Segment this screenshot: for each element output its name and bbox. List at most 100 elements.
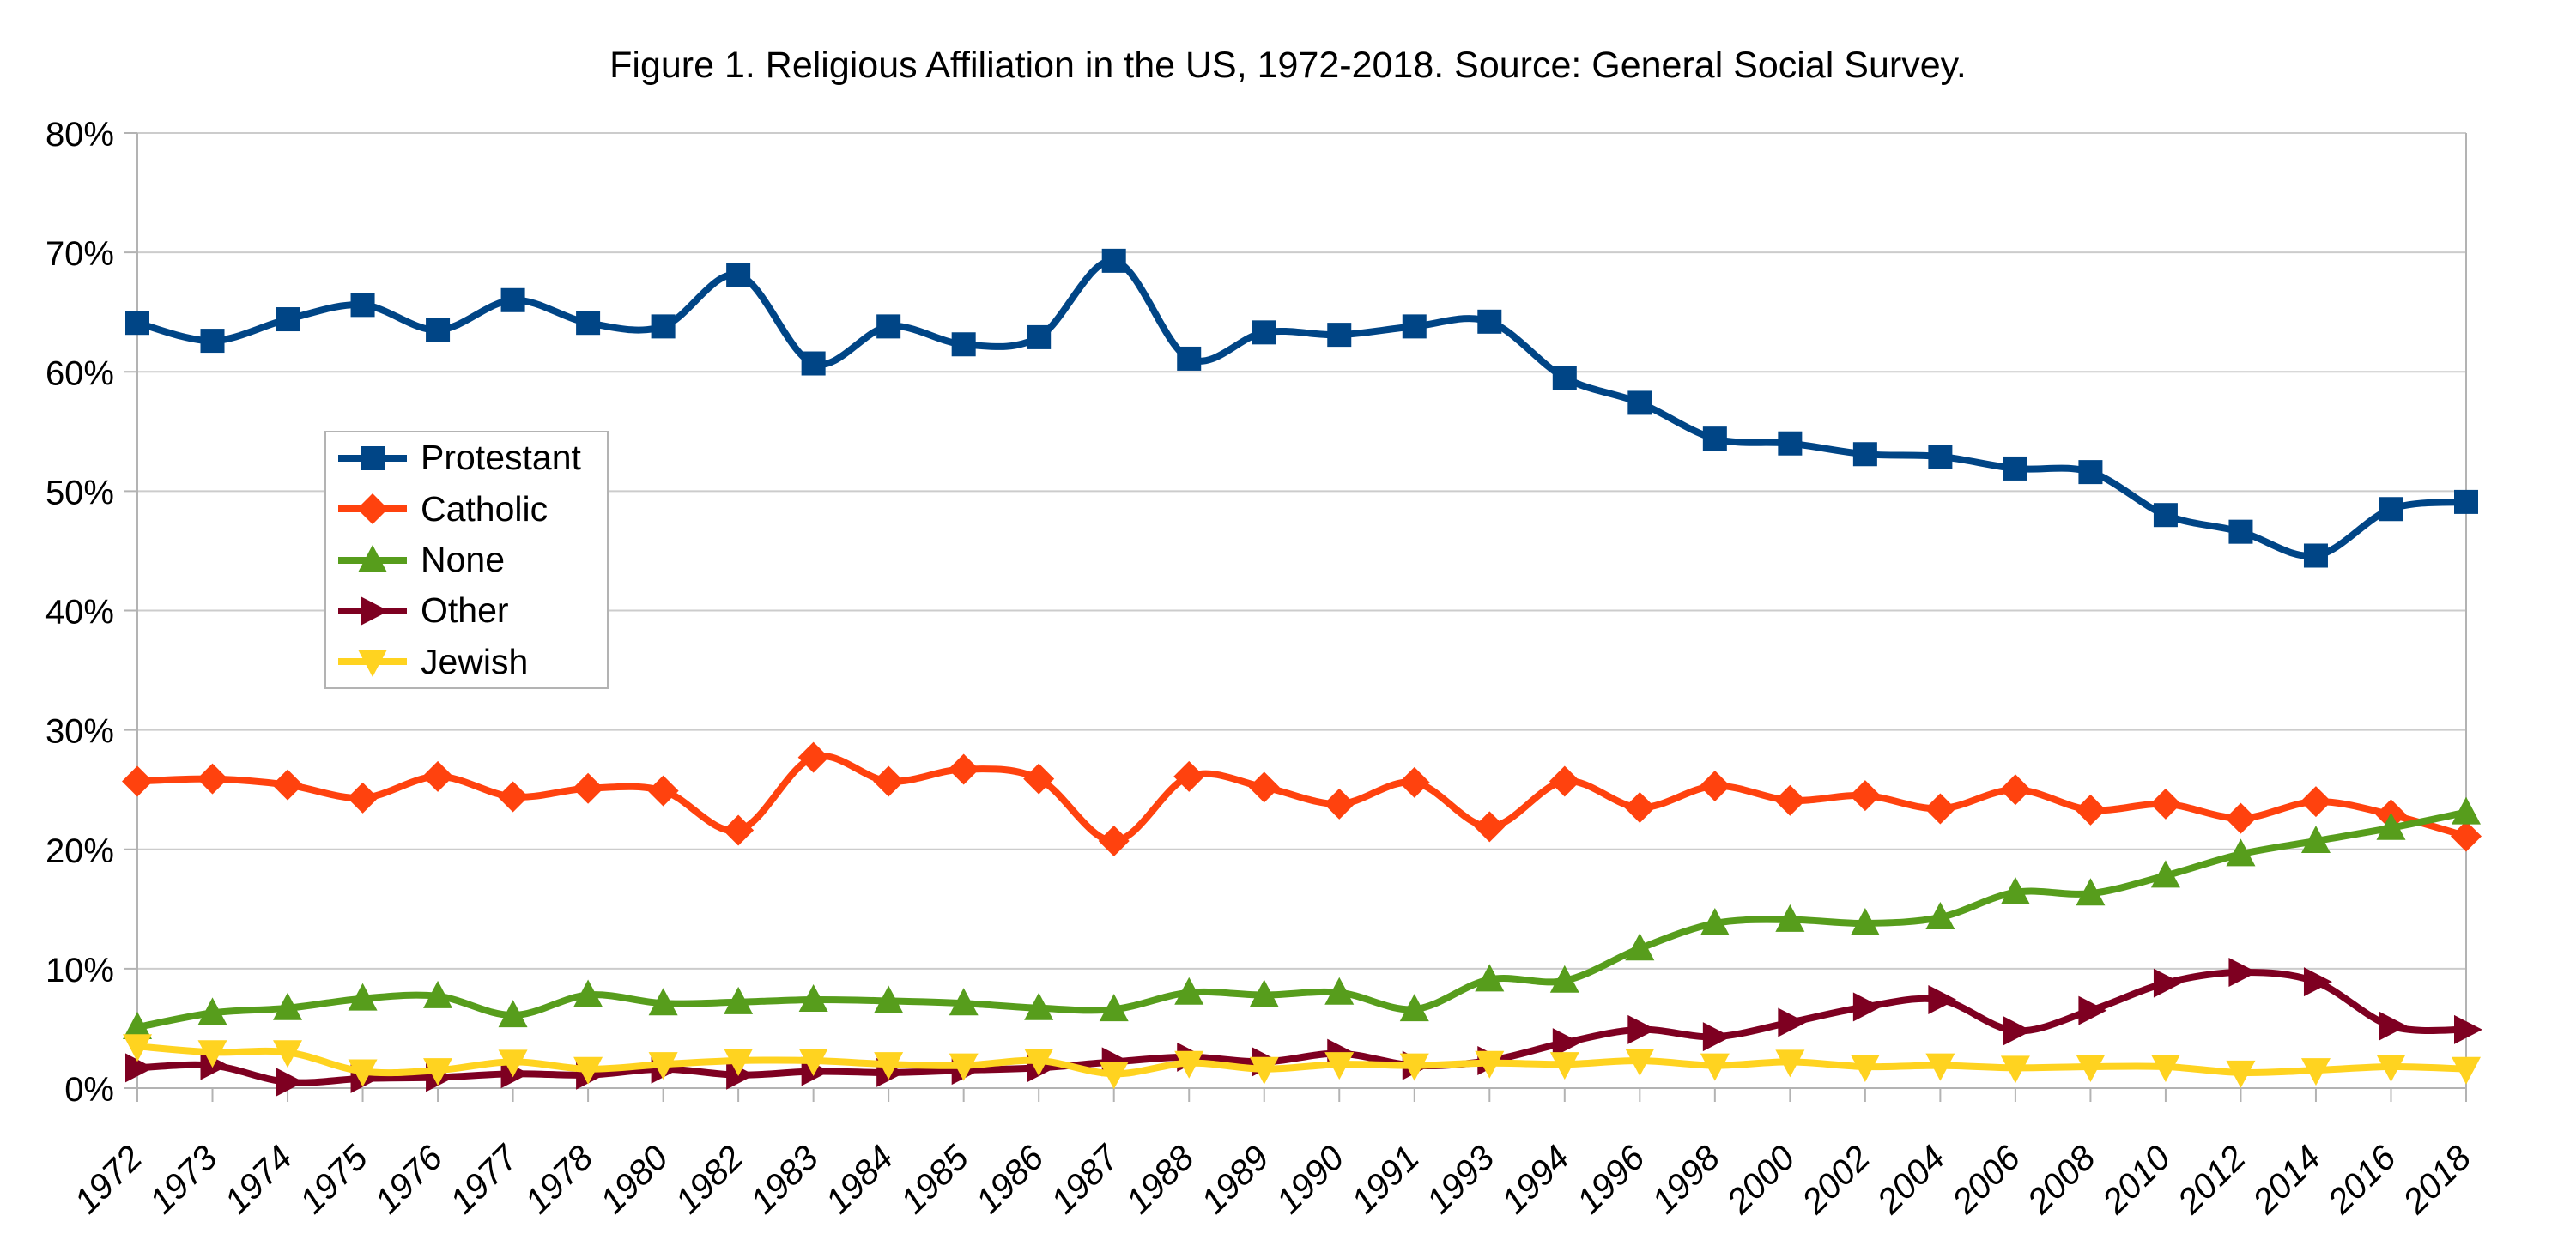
marker-diamond (272, 769, 304, 801)
marker-diamond (647, 775, 679, 807)
marker-diamond (357, 493, 388, 525)
x-axis-label: 1993 (1419, 1138, 1502, 1221)
marker-diamond (1699, 771, 1730, 802)
marker-diamond (797, 741, 829, 773)
marker-square (1327, 323, 1352, 348)
series-line-none (134, 808, 2470, 1031)
marker-triangle-down (358, 650, 387, 678)
marker-square (1552, 366, 1577, 390)
series-jewish (123, 1034, 2481, 1090)
marker-square (801, 351, 826, 376)
marker-triangle-right (726, 1060, 755, 1090)
y-axis-label: 70% (45, 235, 114, 273)
y-axis-label: 20% (45, 832, 114, 870)
marker-diamond (1023, 763, 1055, 795)
marker-diamond (2225, 802, 2257, 834)
series-markers-jewish (123, 1034, 2481, 1090)
x-axis-label: 2008 (2019, 1138, 2103, 1222)
legend-sample-diamond-icon (338, 493, 407, 525)
marker-triangle-right (1778, 1007, 1807, 1037)
y-axis-label: 10% (45, 952, 114, 989)
marker-triangle-up (1700, 908, 1730, 936)
marker-square (651, 314, 676, 339)
marker-square (1027, 324, 1052, 349)
legend-sample-triangle-up-icon (338, 544, 407, 572)
x-axis-label: 1980 (592, 1138, 676, 1221)
marker-triangle-up (498, 1000, 528, 1028)
marker-diamond (948, 753, 979, 785)
marker-square (1477, 309, 1502, 334)
marker-square (951, 332, 976, 357)
marker-triangle-right (1552, 1028, 1581, 1058)
marker-triangle-down (1324, 1052, 1355, 1080)
series-markers-catholic (122, 741, 2482, 857)
marker-triangle-down (2000, 1055, 2030, 1084)
marker-triangle-up (1625, 933, 1655, 961)
marker-triangle-down (123, 1034, 152, 1062)
marker-triangle-up (2452, 796, 2481, 825)
x-axis-label: 1973 (142, 1138, 225, 1221)
marker-square (1627, 390, 1652, 415)
marker-triangle-down (1775, 1049, 1805, 1078)
y-axis-label: 30% (45, 713, 114, 751)
x-axis-label: 1977 (442, 1136, 527, 1221)
marker-triangle-up (1775, 904, 1805, 932)
marker-diamond (2300, 786, 2331, 818)
marker-square (2078, 460, 2103, 485)
marker-triangle-down (423, 1058, 453, 1086)
marker-square (125, 311, 149, 336)
marker-triangle-down (2376, 1054, 2406, 1082)
marker-square (576, 311, 601, 336)
marker-triangle-down (874, 1052, 904, 1080)
marker-diamond (2075, 794, 2106, 826)
legend-item-other: Other (326, 585, 607, 636)
marker-diamond (2451, 820, 2482, 852)
x-axis-label: 1988 (1118, 1138, 1202, 1221)
y-axis-label: 50% (45, 474, 114, 511)
marker-square (2379, 497, 2403, 522)
marker-triangle-right (1852, 992, 1882, 1022)
legend-label: Other (421, 590, 509, 631)
marker-triangle-down (1249, 1056, 1279, 1085)
marker-triangle-down (498, 1049, 528, 1078)
x-axis-label: 2018 (2395, 1138, 2479, 1222)
x-axis-label: 1978 (517, 1138, 600, 1221)
axes (136, 133, 2467, 1088)
marker-square (1778, 431, 1803, 456)
x-axis-labels: 1972197319741975197619771978198019821983… (66, 1136, 2478, 1221)
marker-triangle-down (2300, 1058, 2331, 1086)
x-axis-label: 2006 (1944, 1138, 2028, 1222)
marker-diamond (1849, 780, 1881, 812)
marker-triangle-down (2226, 1060, 2256, 1088)
series-line-catholic (134, 753, 2470, 845)
marker-triangle-up (1174, 977, 1204, 1005)
marker-diamond (1549, 765, 1580, 797)
x-axis-label: 2016 (2319, 1138, 2403, 1222)
marker-diamond (1624, 792, 1656, 824)
marker-triangle-up (423, 980, 453, 1008)
marker-triangle-up (358, 544, 387, 572)
legend-sample-square-icon (338, 445, 407, 470)
x-axis-label: 2010 (2094, 1138, 2179, 1222)
marker-triangle-right (125, 1053, 154, 1083)
marker-diamond (197, 763, 228, 795)
x-axis-label: 2004 (1869, 1138, 1953, 1222)
marker-square (1702, 426, 1727, 451)
marker-diamond (1774, 784, 1806, 816)
marker-triangle-up (348, 983, 378, 1011)
marker-triangle-up (273, 992, 303, 1020)
series-other (125, 958, 2482, 1098)
marker-triangle-right (2003, 1016, 2032, 1046)
marker-triangle-up (2300, 826, 2331, 854)
marker-square (1101, 248, 1126, 273)
x-axis-label: 1991 (1343, 1138, 1427, 1221)
marker-square (500, 287, 525, 312)
marker-square (2454, 489, 2478, 514)
x-axis-label: 2012 (2169, 1138, 2253, 1222)
x-axis-label: 1989 (1193, 1138, 1276, 1221)
y-axis-label: 60% (45, 354, 114, 392)
marker-triangle-down (1099, 1062, 1129, 1090)
legend-label: Catholic (421, 488, 549, 529)
marker-diamond (497, 781, 529, 813)
marker-triangle-right (2379, 1011, 2408, 1041)
